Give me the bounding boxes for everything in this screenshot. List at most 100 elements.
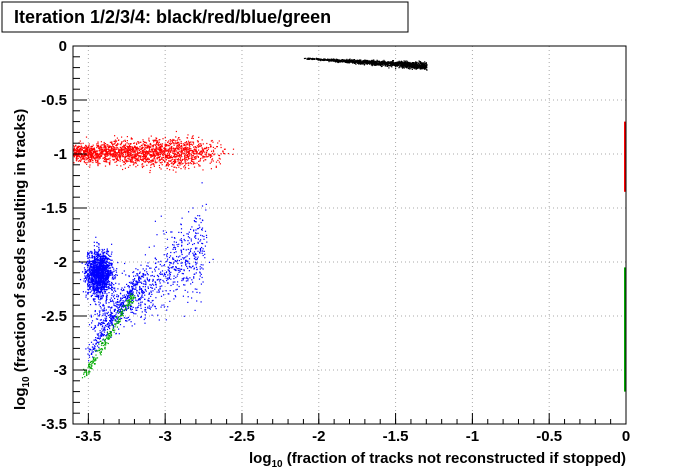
iteration-2-point [100, 148, 102, 151]
iteration-2-point [124, 151, 126, 153]
iteration-2-point [100, 153, 102, 155]
iteration-2-point [181, 150, 183, 152]
iteration-3-point [89, 267, 91, 269]
iteration-3-point [93, 263, 95, 265]
iteration-3-point [99, 265, 101, 267]
iteration-2-point [135, 147, 137, 149]
iteration-1-point [369, 62, 371, 64]
iteration-2-point [92, 144, 94, 146]
iteration-2-point [86, 163, 88, 165]
iteration-2-point [190, 149, 192, 152]
iteration-2-point [159, 144, 161, 146]
iteration-1-point [416, 61, 418, 63]
iteration-2-point [123, 146, 125, 148]
iteration-2-point [198, 143, 200, 145]
iteration-3-point [88, 278, 90, 280]
iteration-2-point [89, 150, 91, 153]
iteration-2-point [186, 150, 188, 152]
iteration-2-point [186, 151, 188, 153]
iteration-3-point [110, 271, 113, 273]
iteration-2-point [183, 166, 185, 168]
iteration-2-point [191, 136, 193, 138]
iteration-2-point [135, 153, 137, 155]
iteration-3-point [93, 290, 95, 292]
iteration-1-point [401, 62, 404, 64]
iteration-1-point [409, 64, 411, 66]
iteration-2-point [137, 155, 139, 157]
iteration-3-point [91, 282, 93, 284]
iteration-2-point [157, 152, 159, 154]
iteration-3-point [113, 275, 116, 277]
iteration-2-point [129, 154, 131, 156]
iteration-2-point [180, 140, 182, 143]
iteration-3-point [150, 275, 152, 277]
iteration-2-point [155, 147, 157, 149]
iteration-3-point [97, 269, 99, 271]
iteration-2-point [136, 148, 138, 150]
iteration-3-point [108, 254, 110, 256]
iteration-2-point [79, 140, 81, 142]
iteration-2-point [92, 154, 94, 156]
iteration-2-point [198, 165, 200, 167]
iteration-2-point [86, 159, 88, 161]
iteration-3-point [85, 280, 87, 282]
iteration-3-point [91, 281, 93, 283]
iteration-2-point [76, 155, 78, 158]
iteration-1-point [366, 61, 369, 63]
iteration-2-point [127, 152, 129, 154]
iteration-2-point [154, 158, 156, 160]
iteration-2-point [122, 155, 124, 157]
iteration-3-point [99, 284, 101, 286]
iteration-3-point [85, 271, 87, 273]
iteration-2-point [133, 142, 135, 144]
iteration-1-point [390, 63, 392, 65]
iteration-3-point [86, 255, 88, 257]
iteration-3-point [114, 277, 116, 279]
iteration-1-point [373, 64, 375, 66]
iteration-2-point [224, 148, 226, 150]
iteration-3-point [97, 259, 100, 261]
iteration-2-point [97, 164, 99, 166]
iteration-2-point [193, 146, 195, 148]
iteration-2-point [201, 139, 203, 141]
iteration-3-point [107, 283, 109, 285]
iteration-2-point [108, 146, 110, 149]
iteration-2-point [199, 153, 202, 155]
iteration-2-point [149, 169, 151, 172]
iteration-2-point [194, 153, 196, 155]
iteration-3-point [94, 298, 96, 300]
iteration-1-point [344, 60, 346, 62]
iteration-3-point [150, 295, 152, 297]
iteration-2-point [196, 162, 198, 164]
iteration-2-point [122, 153, 124, 155]
iteration-2-point [83, 156, 85, 158]
iteration-2-point [128, 156, 130, 158]
iteration-2-point [80, 146, 82, 148]
iteration-3-point [93, 272, 95, 274]
iteration-2-point [113, 143, 116, 145]
iteration-3-point [98, 262, 100, 264]
iteration-2-point [137, 158, 139, 161]
iteration-2-point [116, 137, 118, 139]
iteration-2-point [176, 145, 178, 147]
iteration-2-point [180, 142, 182, 144]
iteration-3-point [87, 289, 90, 291]
iteration-2-point [176, 152, 178, 154]
iteration-3-point [88, 253, 90, 255]
iteration-2-point [142, 143, 144, 145]
iteration-1-point [358, 60, 360, 62]
iteration-3-point [102, 250, 104, 252]
iteration-2-point [146, 164, 148, 166]
iteration-3-point [94, 286, 96, 288]
iteration-3-point [90, 295, 92, 297]
iteration-1-point [412, 67, 414, 69]
iteration-2-point [137, 141, 139, 143]
iteration-3-point [107, 276, 109, 278]
iteration-3-point [113, 270, 115, 272]
iteration-3-point [90, 268, 92, 270]
iteration-2-point [78, 152, 80, 154]
iteration-2-point [105, 154, 107, 156]
iteration-2-point [175, 136, 177, 138]
iteration-1-point [389, 63, 391, 65]
iteration-2-point [204, 159, 206, 161]
